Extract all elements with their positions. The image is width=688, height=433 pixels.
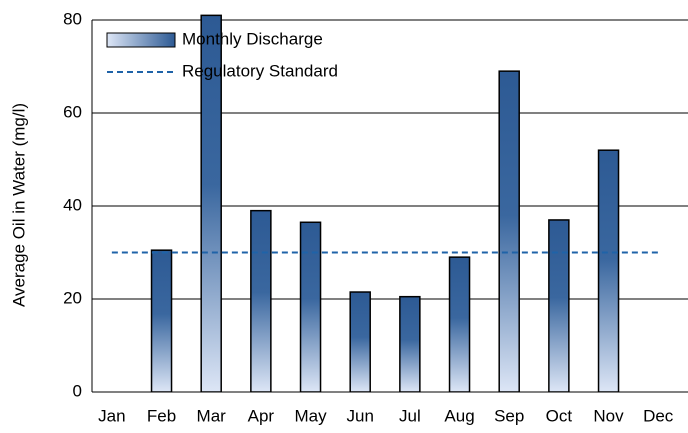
bar: [548, 219, 570, 392]
y-tick-label: 60: [63, 102, 82, 121]
y-axis-label: Average Oil in Water (mg/l): [9, 103, 28, 307]
x-tick-label: May: [294, 406, 327, 425]
x-tick-label: Sep: [494, 406, 524, 425]
x-tick-label: Dec: [643, 406, 674, 425]
x-tick-label: Jan: [98, 406, 125, 425]
y-tick-label: 0: [73, 381, 82, 400]
y-tick-label: 40: [63, 195, 82, 214]
y-tick-label: 80: [63, 9, 82, 28]
bar: [448, 256, 471, 392]
bar: [250, 209, 272, 392]
legend-label: Regulatory Standard: [182, 61, 338, 80]
bar: [349, 291, 371, 392]
x-tick-label: Nov: [593, 406, 624, 425]
bar: [498, 70, 520, 392]
bar: [150, 249, 173, 392]
legend-label: Monthly Discharge: [182, 29, 323, 48]
bar: [299, 221, 322, 392]
x-tick-label: Jul: [399, 406, 421, 425]
legend-swatch: [106, 32, 176, 48]
bar: [597, 149, 620, 392]
y-tick-label: 20: [63, 288, 82, 307]
bar: [399, 295, 421, 392]
x-tick-label: Feb: [147, 406, 176, 425]
x-tick-label: Mar: [197, 406, 227, 425]
x-tick-label: Oct: [546, 406, 573, 425]
x-tick-label: Apr: [248, 406, 275, 425]
x-tick-label: Jun: [346, 406, 373, 425]
x-tick-label: Aug: [444, 406, 474, 425]
